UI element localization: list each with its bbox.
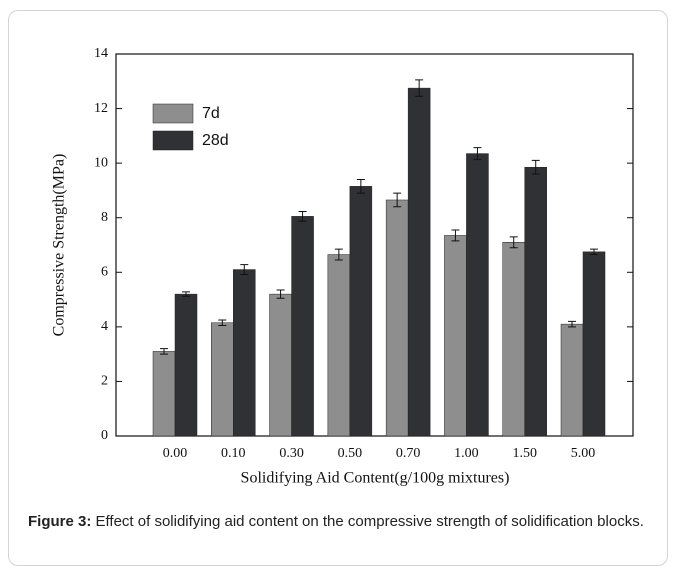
x-tick-label: 0.70 [396,446,421,461]
caption-label: Figure 3: [28,513,92,530]
error-bar [531,159,540,175]
legend-swatch [152,130,194,151]
caption: Figure 3: Effect of solidifying aid cont… [28,512,648,532]
x-axis-label: Solidifying Aid Content(g/100g mixtures) [241,470,510,487]
bar [211,322,234,437]
x-tick-label: 1.50 [512,446,537,461]
bar [291,216,314,437]
error-bar [393,192,402,208]
bar [174,293,198,437]
bar [327,254,351,437]
x-tick-label: 0.00 [163,446,188,461]
bar [502,242,525,437]
bar [524,166,547,437]
y-tick-label: 12 [94,101,108,116]
bar [407,87,431,437]
legend-label: 7d [202,105,220,122]
error-bar [182,291,190,297]
x-tick-label: 1.00 [454,446,479,461]
y-tick-label: 10 [94,155,108,170]
bar [152,351,176,437]
legend-swatch [152,103,194,124]
error-bar [334,248,343,261]
y-axis-label: Compressive Strength(MPa) [51,154,68,337]
y-tick-label: 4 [101,319,108,334]
error-bar [509,236,518,249]
error-bar [298,210,307,222]
plot-frame [115,53,634,437]
bar [444,235,467,437]
error-bar [473,147,482,161]
y-tick-label: 14 [94,46,108,61]
error-bar [218,319,227,326]
x-tick-label: 0.50 [338,446,363,461]
error-bar [240,264,249,275]
chart: Compressive Strength(MPa) Solidifying Ai… [51,46,634,487]
bar [466,153,489,437]
bar [582,251,606,437]
x-tick-label: 0.10 [221,446,246,461]
bar [349,186,373,437]
error-bar [415,79,424,97]
y-tick-label: 2 [101,374,108,389]
error-bar [451,229,460,242]
bar [269,293,292,437]
x-tick-label: 0.30 [279,446,304,461]
bar [385,199,409,437]
x-tick-label: 5.00 [571,446,596,461]
error-bar [160,348,168,355]
error-bar [590,248,599,256]
figure-frame [8,10,668,566]
error-bar [568,320,577,328]
legend-label: 28d [202,132,229,149]
caption-text: Effect of solidifying aid content on the… [95,513,644,530]
y-tick-label: 8 [101,210,108,225]
y-tick-label: 0 [101,428,108,443]
bar [560,323,584,437]
error-bar [276,289,285,299]
error-bar [356,179,365,194]
bar [233,269,256,437]
y-tick-label: 6 [101,265,108,280]
